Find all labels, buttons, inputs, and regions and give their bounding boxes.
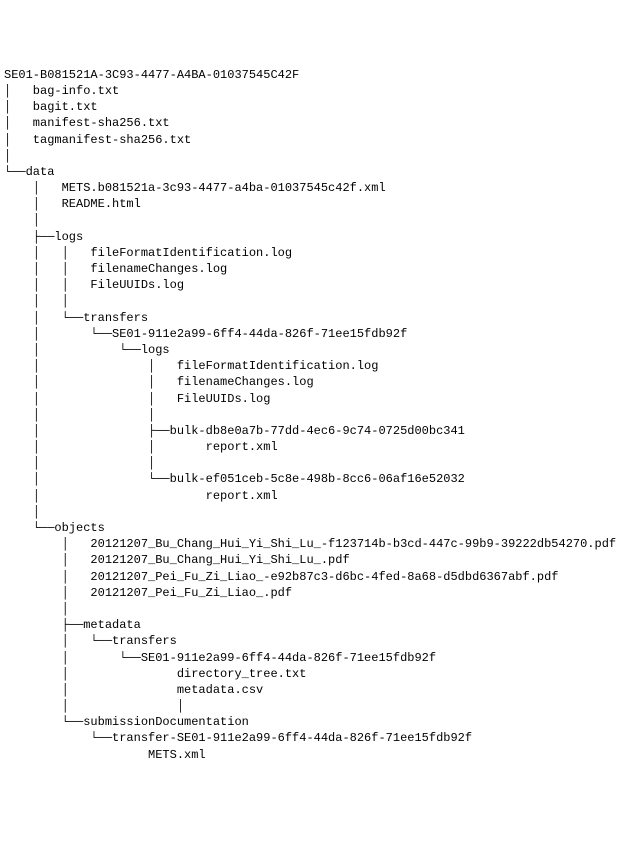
directory-tree-output: SE01-B081521A-3C93-4477-A4BA-01037545C42… [0,65,625,765]
